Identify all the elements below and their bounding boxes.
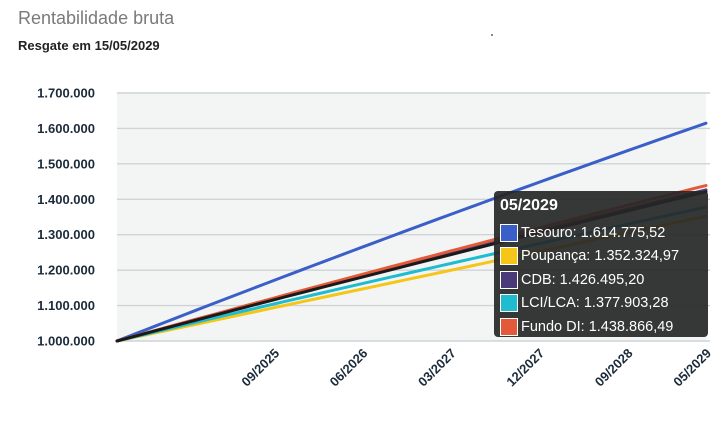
tooltip-row-label: Poupança: 1.352.324,97	[521, 248, 680, 265]
y-tick-label: 1.100.000	[37, 298, 95, 313]
tooltip: 05/2029 Tesouro: 1.614.775,52 Poupança: 1…	[494, 191, 708, 337]
tooltip-row: Poupança: 1.352.324,97	[500, 245, 702, 269]
decorative-dot	[491, 34, 493, 36]
chart-subtitle: Resgate em 15/05/2029	[18, 38, 160, 53]
tooltip-row: Fundo DI: 1.438.866,49	[500, 315, 702, 339]
y-tick-label: 1.000.000	[37, 334, 95, 349]
tooltip-row-label: LCI/LCA: 1.377.903,28	[521, 295, 669, 312]
y-tick-label: 1.200.000	[37, 263, 95, 278]
x-tick-label: 05/2029	[670, 346, 714, 390]
tooltip-row: Tesouro: 1.614.775,52	[500, 221, 702, 245]
legend-swatch	[500, 317, 518, 336]
tooltip-date: 05/2029	[500, 197, 558, 214]
x-tick-label: 12/2027	[503, 346, 547, 390]
x-tick-label: 06/2026	[327, 346, 371, 390]
x-tick-label: 09/2025	[238, 346, 282, 390]
y-tick-label: 1.700.000	[37, 86, 95, 101]
y-tick-label: 1.500.000	[37, 156, 95, 171]
legend-swatch	[500, 223, 518, 242]
legend-swatch	[500, 294, 518, 313]
x-tick-label: 03/2027	[415, 346, 459, 390]
y-tick-label: 1.400.000	[37, 192, 95, 207]
tooltip-row: LCI/LCA: 1.377.903,28	[500, 292, 702, 316]
series-line-tesouro	[115, 121, 708, 343]
tooltip-row-label: CDB: 1.426.495,20	[521, 271, 645, 288]
tooltip-row-label: Fundo DI: 1.438.866,49	[521, 318, 674, 335]
x-tick-label: 09/2028	[592, 346, 636, 390]
y-tick-label: 1.300.000	[37, 227, 95, 242]
tooltip-row: CDB: 1.426.495,20	[500, 268, 702, 292]
legend-swatch	[500, 247, 518, 266]
legend-swatch	[500, 270, 518, 289]
y-tick-label: 1.600.000	[37, 121, 95, 136]
tooltip-row-label: Tesouro: 1.614.775,52	[521, 224, 666, 241]
chart-title: Rentabilidade bruta	[18, 8, 175, 28]
